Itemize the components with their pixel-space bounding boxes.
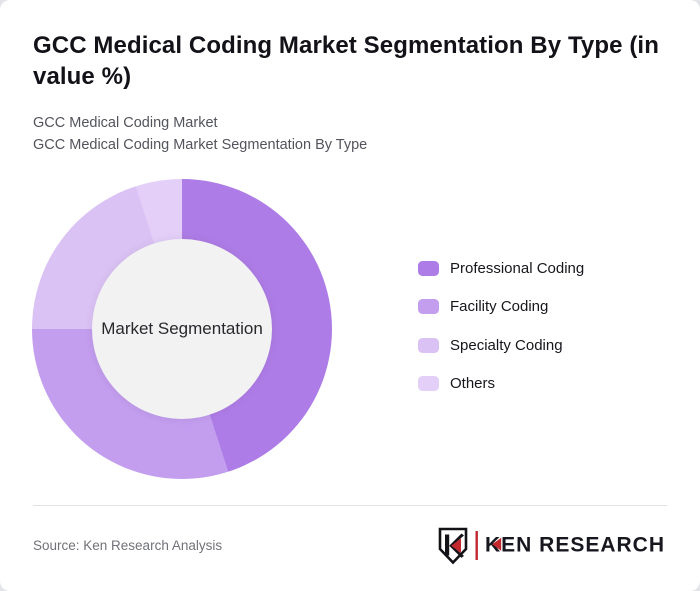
legend-swatch: [418, 260, 439, 276]
legend-label: Others: [450, 375, 496, 392]
ken-research-logo: KEN RESEARCH: [438, 527, 665, 565]
donut-chart: Market Segmentation: [32, 179, 332, 479]
subtitle: GCC Medical Coding Market GCC Medical Co…: [33, 113, 367, 156]
svg-text:KEN RESEARCH: KEN RESEARCH: [485, 534, 665, 557]
legend-label: Facility Coding: [450, 298, 549, 315]
legend-item: Professional Coding: [418, 259, 585, 277]
legend-label: Professional Coding: [450, 259, 585, 277]
legend-item: Specialty Coding: [418, 336, 584, 354]
donut-center-label: Market Segmentation: [101, 319, 263, 338]
logo-wordmark: KEN RESEARCH: [485, 534, 665, 557]
legend-item: Others: [418, 375, 584, 392]
legend-swatch: [418, 337, 439, 353]
legend-swatch: [418, 299, 439, 314]
chart-legend: Professional Coding Facility Coding Specia…: [418, 260, 584, 414]
legend-label: Specialty Coding: [450, 336, 563, 354]
subtitle-line-1: GCC Medical Coding Market: [33, 115, 218, 131]
legend-item: Facility Coding: [418, 298, 584, 315]
footer-divider: [33, 505, 667, 506]
logo-separator: [475, 531, 478, 560]
source-text: Source: Ken Research Analysis: [33, 538, 223, 553]
logo-k-triangle: [492, 537, 502, 551]
page-title: GCC Medical Coding Market Segmentation B…: [33, 32, 659, 90]
shield-badge-icon: [438, 527, 468, 565]
legend-swatch: [418, 376, 439, 391]
subtitle-line-2: GCC Medical Coding Market Segmentation B…: [33, 136, 368, 153]
donut-hole: Market Segmentation: [92, 239, 272, 419]
